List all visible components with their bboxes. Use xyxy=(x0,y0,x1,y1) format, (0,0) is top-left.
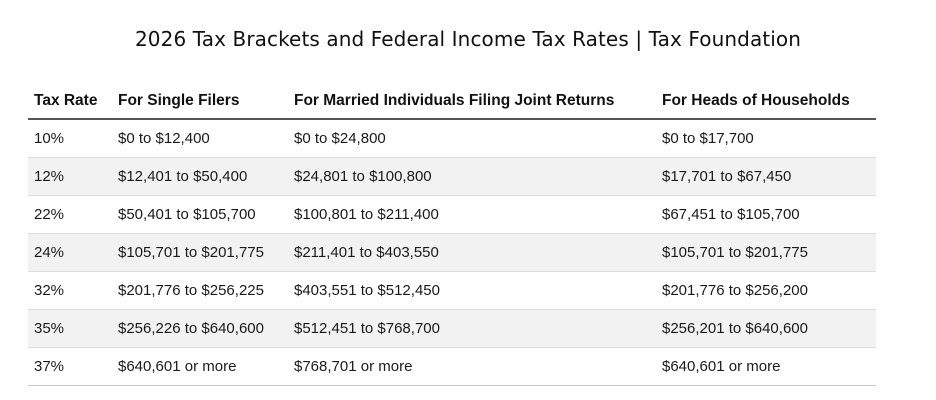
column-header-tax-rate: Tax Rate xyxy=(28,84,112,120)
tax-rate-cell: 10% xyxy=(28,119,112,158)
column-header-heads-of-households: For Heads of Households xyxy=(656,84,876,120)
tax-rate-cell: 37% xyxy=(28,347,112,386)
married-joint-cell: $512,451 to $768,700 xyxy=(288,309,656,348)
table-row: 10% $0 to $12,400 $0 to $24,800 $0 to $1… xyxy=(28,119,876,158)
table-row: 22% $50,401 to $105,700 $100,801 to $211… xyxy=(28,195,876,234)
tax-rate-cell: 22% xyxy=(28,195,112,234)
page-title: 2026 Tax Brackets and Federal Income Tax… xyxy=(134,27,802,51)
tax-rate-cell: 24% xyxy=(28,233,112,272)
column-header-single-filers: For Single Filers xyxy=(112,84,288,120)
single-filers-cell: $0 to $12,400 xyxy=(112,119,288,158)
heads-of-households-cell: $0 to $17,700 xyxy=(656,119,876,158)
heads-of-households-cell: $17,701 to $67,450 xyxy=(656,157,876,196)
table-row: 37% $640,601 or more $768,701 or more $6… xyxy=(28,347,876,386)
single-filers-cell: $12,401 to $50,400 xyxy=(112,157,288,196)
heads-of-households-cell: $105,701 to $201,775 xyxy=(656,233,876,272)
single-filers-cell: $105,701 to $201,775 xyxy=(112,233,288,272)
single-filers-cell: $256,226 to $640,600 xyxy=(112,309,288,348)
tax-rate-cell: 32% xyxy=(28,271,112,310)
single-filers-cell: $640,601 or more xyxy=(112,347,288,386)
single-filers-cell: $201,776 to $256,225 xyxy=(112,271,288,310)
married-joint-cell: $100,801 to $211,400 xyxy=(288,195,656,234)
married-joint-cell: $24,801 to $100,800 xyxy=(288,157,656,196)
heads-of-households-cell: $256,201 to $640,600 xyxy=(656,309,876,348)
tax-rate-cell: 35% xyxy=(28,309,112,348)
single-filers-cell: $50,401 to $105,700 xyxy=(112,195,288,234)
heads-of-households-cell: $67,451 to $105,700 xyxy=(656,195,876,234)
table-header-row: Tax Rate For Single Filers For Married I… xyxy=(28,84,876,120)
table-row: 24% $105,701 to $201,775 $211,401 to $40… xyxy=(28,233,876,272)
heads-of-households-cell: $640,601 or more xyxy=(656,347,876,386)
table-row: 12% $12,401 to $50,400 $24,801 to $100,8… xyxy=(28,157,876,196)
table-row: 35% $256,226 to $640,600 $512,451 to $76… xyxy=(28,309,876,348)
table-row: 32% $201,776 to $256,225 $403,551 to $51… xyxy=(28,271,876,310)
married-joint-cell: $768,701 or more xyxy=(288,347,656,386)
married-joint-cell: $0 to $24,800 xyxy=(288,119,656,158)
column-header-married-joint: For Married Individuals Filing Joint Ret… xyxy=(288,84,656,120)
tax-brackets-table: Tax Rate For Single Filers For Married I… xyxy=(28,84,876,386)
heads-of-households-cell: $201,776 to $256,200 xyxy=(656,271,876,310)
tax-rate-cell: 12% xyxy=(28,157,112,196)
married-joint-cell: $403,551 to $512,450 xyxy=(288,271,656,310)
married-joint-cell: $211,401 to $403,550 xyxy=(288,233,656,272)
